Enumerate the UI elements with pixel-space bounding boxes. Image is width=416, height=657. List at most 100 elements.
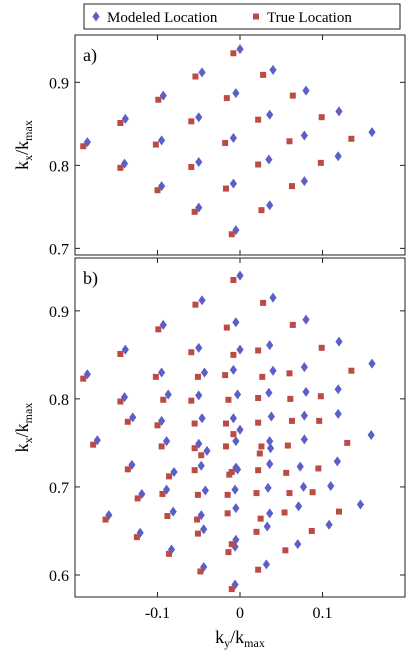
point bbox=[335, 106, 343, 117]
x-axis-label-part: k bbox=[215, 627, 224, 647]
point bbox=[236, 344, 244, 355]
point bbox=[159, 90, 167, 101]
y-axis-label-part: k bbox=[12, 161, 32, 170]
point bbox=[194, 373, 201, 380]
point bbox=[124, 418, 131, 425]
point bbox=[188, 118, 195, 125]
point bbox=[200, 524, 208, 535]
point bbox=[232, 436, 240, 447]
point bbox=[188, 349, 195, 356]
point bbox=[152, 141, 159, 148]
point bbox=[117, 120, 124, 126]
point bbox=[159, 319, 167, 330]
point bbox=[166, 550, 173, 557]
point bbox=[166, 473, 173, 480]
point bbox=[222, 443, 229, 450]
y-tick-label: 0.7 bbox=[49, 480, 69, 497]
point bbox=[255, 566, 262, 573]
point bbox=[257, 515, 264, 522]
point bbox=[197, 460, 205, 471]
point bbox=[198, 413, 206, 424]
point bbox=[308, 527, 315, 534]
point bbox=[334, 384, 342, 395]
point bbox=[164, 512, 171, 519]
point bbox=[265, 154, 273, 165]
point bbox=[266, 109, 274, 120]
legend-box bbox=[83, 3, 401, 30]
point bbox=[267, 411, 275, 422]
point bbox=[158, 367, 166, 378]
point bbox=[230, 277, 237, 284]
point bbox=[255, 347, 262, 354]
point bbox=[294, 539, 302, 550]
point bbox=[318, 114, 325, 121]
legend-label: True Location bbox=[267, 10, 352, 26]
point bbox=[121, 113, 129, 124]
y-tick-label: 0.9 bbox=[49, 75, 69, 92]
point bbox=[80, 375, 87, 382]
point bbox=[263, 521, 271, 532]
point bbox=[260, 71, 267, 78]
point bbox=[255, 395, 262, 402]
point bbox=[367, 429, 375, 440]
point bbox=[158, 135, 166, 146]
point bbox=[90, 441, 97, 448]
point bbox=[158, 443, 165, 450]
point bbox=[164, 389, 172, 400]
point bbox=[117, 398, 124, 405]
panel-label: b) bbox=[83, 268, 98, 289]
point bbox=[195, 112, 203, 123]
point bbox=[228, 541, 235, 548]
point bbox=[124, 466, 131, 473]
point bbox=[255, 116, 262, 123]
point bbox=[224, 510, 231, 517]
point bbox=[225, 549, 232, 556]
y-axis-label-part: k bbox=[12, 443, 32, 452]
y-tick-label: 0.8 bbox=[49, 392, 69, 409]
point bbox=[201, 485, 209, 496]
point bbox=[222, 139, 229, 146]
point bbox=[300, 176, 308, 187]
point bbox=[289, 92, 296, 99]
x-tick-label: 0.1 bbox=[313, 605, 333, 622]
point bbox=[232, 88, 240, 99]
point bbox=[255, 467, 262, 474]
point bbox=[335, 336, 343, 347]
point bbox=[191, 467, 198, 474]
point bbox=[229, 178, 237, 189]
point bbox=[284, 442, 291, 449]
point bbox=[222, 420, 229, 427]
point bbox=[300, 410, 308, 421]
point bbox=[255, 161, 262, 168]
point bbox=[117, 350, 124, 357]
point bbox=[233, 464, 242, 475]
point bbox=[225, 396, 232, 403]
point bbox=[300, 130, 308, 141]
point bbox=[302, 85, 310, 96]
point bbox=[155, 96, 162, 103]
point bbox=[133, 534, 140, 541]
point bbox=[266, 443, 275, 454]
point bbox=[302, 314, 310, 325]
y-axis-label-part: max bbox=[21, 120, 35, 141]
point bbox=[255, 419, 262, 426]
point bbox=[286, 138, 293, 145]
point bbox=[222, 372, 229, 379]
point bbox=[368, 358, 376, 369]
point bbox=[198, 452, 205, 459]
panel-label: a) bbox=[83, 45, 97, 66]
y-tick-label: 0.7 bbox=[49, 241, 69, 258]
point bbox=[233, 389, 242, 400]
point bbox=[299, 481, 308, 492]
point bbox=[188, 397, 195, 404]
point bbox=[253, 528, 260, 535]
point bbox=[162, 436, 171, 447]
point bbox=[368, 127, 376, 138]
point bbox=[194, 516, 201, 523]
point bbox=[191, 208, 198, 215]
point bbox=[170, 466, 178, 477]
point bbox=[259, 373, 266, 380]
legend-marker bbox=[92, 11, 100, 22]
y-axis-label: kx/kmax bbox=[12, 120, 35, 170]
point bbox=[315, 465, 322, 472]
